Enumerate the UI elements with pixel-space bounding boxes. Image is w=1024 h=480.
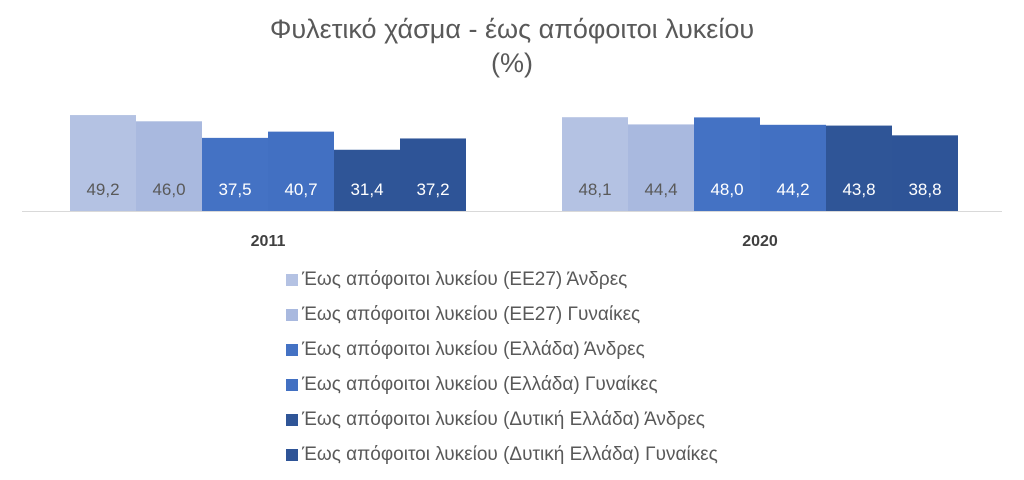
legend-item-3: Έως απόφοιτοι λυκείου (Ελλάδα) Άνδρες <box>286 332 1006 367</box>
data-label-2020-series-2: 44,4 <box>644 180 677 199</box>
data-label-2011-series-2: 46,0 <box>152 180 185 199</box>
legend-label-4: Έως απόφοιτοι λυκείου (Ελλάδα) Γυναίκες <box>302 373 658 395</box>
legend-label-5: Έως απόφοιτοι λυκείου (Δυτική Ελλάδα) Άν… <box>302 408 705 430</box>
data-label-2020-series-6: 38,8 <box>908 180 941 199</box>
legend-swatch-5 <box>286 413 298 426</box>
bar-2020-series-2 <box>628 124 694 211</box>
legend-swatch-4 <box>286 378 298 391</box>
bar-2020-series-1 <box>562 117 628 211</box>
legend-item-5: Έως απόφοιτοι λυκείου (Δυτική Ελλάδα) Άν… <box>286 402 1006 437</box>
chart-title-line-2: (%) <box>491 48 533 78</box>
bar-2020-series-4 <box>760 124 826 211</box>
data-label-2011-series-1: 49,2 <box>86 180 119 199</box>
bar-2020-series-3 <box>694 117 760 211</box>
data-label-2011-series-6: 37,2 <box>416 180 449 199</box>
data-label-2020-series-5: 43,8 <box>842 180 875 199</box>
category-label-2020: 2020 <box>742 233 778 250</box>
chart-title-line-1: Φυλετικό χάσμα - έως απόφοιτοι λυκείου <box>269 14 755 44</box>
legend-label-6: Έως απόφοιτοι λυκείου (Δυτική Ελλάδα) Γυ… <box>302 443 718 465</box>
legend-item-1: Έως απόφοιτοι λυκείου (ΕΕ27) Άνδρες <box>286 262 1006 297</box>
legend-item-2: Έως απόφοιτοι λυκείου (ΕΕ27) Γυναίκες <box>286 297 1006 332</box>
legend-item-4: Έως απόφοιτοι λυκείου (Ελλάδα) Γυναίκες <box>286 367 1006 402</box>
bar-2011-series-3 <box>202 137 268 211</box>
data-label-2020-series-4: 44,2 <box>776 180 809 199</box>
bar-chart-plot: 49,2 46,0 37,5 40,7 31,4 37,2 2011 48,1 44,4 48,0… <box>22 115 1002 250</box>
legend-swatch-1 <box>286 273 298 286</box>
bar-2020-series-6 <box>892 135 958 211</box>
bar-2020-series-5 <box>826 125 892 211</box>
data-label-2020-series-3: 48,0 <box>710 180 743 199</box>
data-label-2011-series-5: 31,4 <box>350 180 383 199</box>
bar-2011-series-4 <box>268 131 334 211</box>
bar-2011-series-2 <box>136 121 202 211</box>
data-label-2020-series-1: 48,1 <box>578 180 611 199</box>
legend-swatch-3 <box>286 343 298 356</box>
data-label-2011-series-4: 40,7 <box>284 180 317 199</box>
bar-2011-series-5 <box>334 149 400 211</box>
legend-label-1: Έως απόφοιτοι λυκείου (ΕΕ27) Άνδρες <box>302 268 628 290</box>
legend-label-3: Έως απόφοιτοι λυκείου (Ελλάδα) Άνδρες <box>302 338 645 360</box>
chart-title: Φυλετικό χάσμα - έως απόφοιτοι λυκείου (… <box>0 12 1024 80</box>
legend-item-6: Έως απόφοιτοι λυκείου (Δυτική Ελλάδα) Γυ… <box>286 437 1006 472</box>
legend-swatch-6 <box>286 448 298 461</box>
legend-swatch-2 <box>286 308 298 321</box>
legend-label-2: Έως απόφοιτοι λυκείου (ΕΕ27) Γυναίκες <box>302 303 641 325</box>
bar-2011-series-1 <box>70 115 136 211</box>
data-label-2011-series-3: 37,5 <box>218 180 251 199</box>
category-label-2011: 2011 <box>251 233 286 250</box>
bar-2011-series-6 <box>400 138 466 211</box>
chart-legend: Έως απόφοιτοι λυκείου (ΕΕ27) Άνδρες Έως α… <box>286 262 1006 472</box>
